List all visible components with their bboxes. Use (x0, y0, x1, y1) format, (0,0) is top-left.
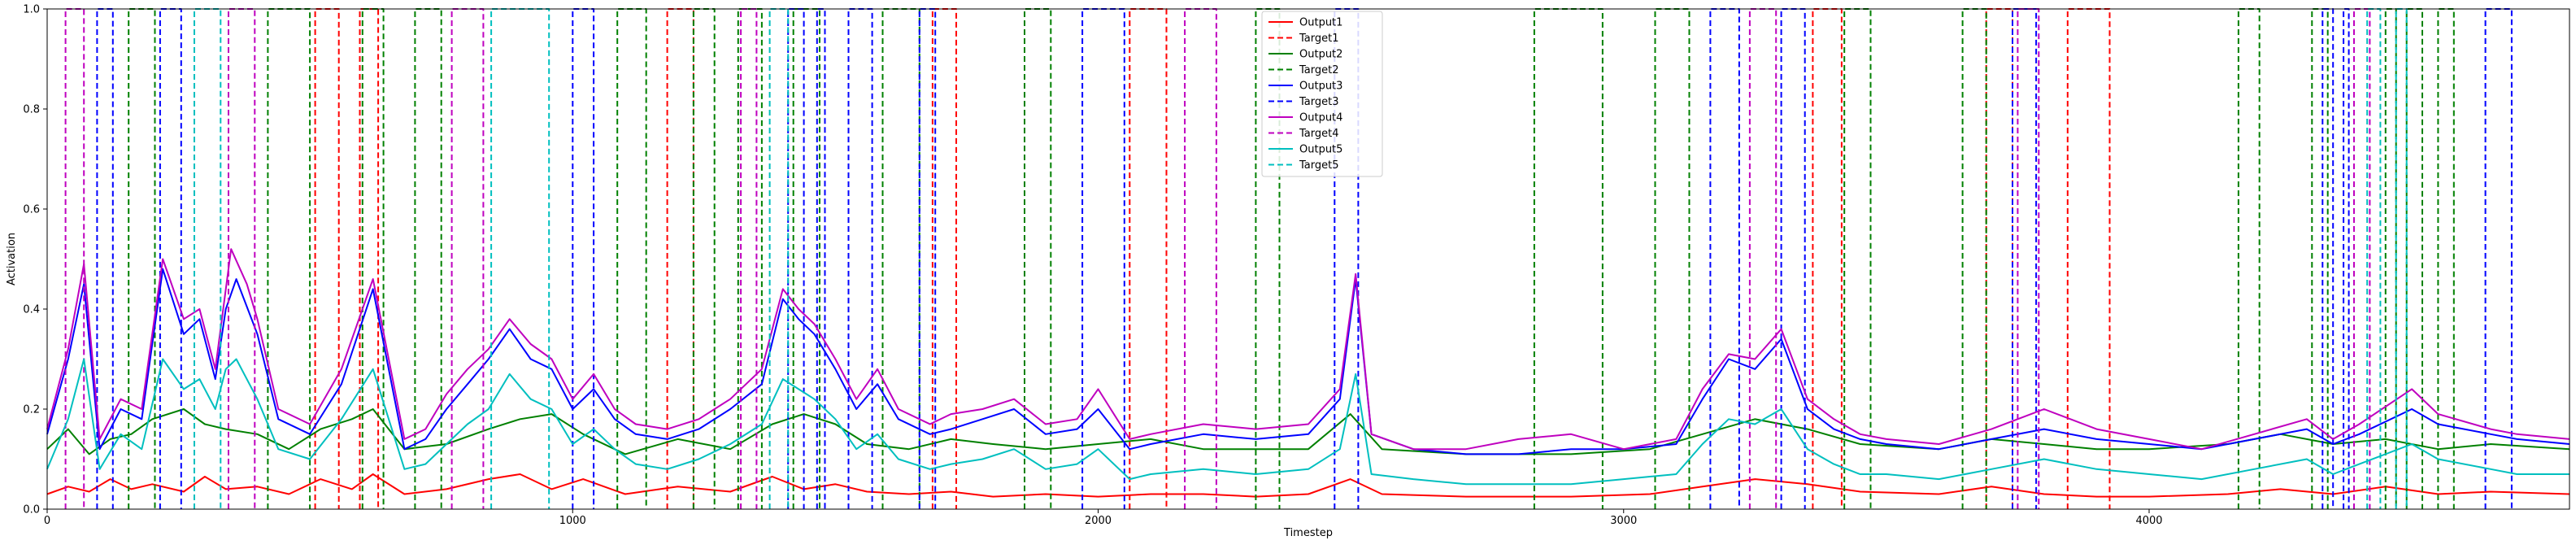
y-tick-label: 0.2 (23, 404, 40, 416)
legend-label-output2: Output2 (1299, 49, 1342, 61)
series-target4 (64, 8, 2371, 509)
x-axis-label: Timestep (1283, 527, 1333, 539)
legend-label-target4: Target4 (1299, 128, 1339, 140)
series-output3 (46, 268, 2570, 455)
series-output5 (46, 358, 2569, 486)
legend-label-target2: Target2 (1299, 64, 1339, 76)
y-axis-ticks: 0.0 0.2 0.4 0.6 0.8 1.0 (23, 4, 47, 516)
legend-label-target3: Target3 (1299, 96, 1339, 108)
legend: Output1 Target1 Output2 Target2 Output3 Targe… (1261, 11, 1383, 177)
series-output2 (46, 408, 2570, 455)
legend-label-output4: Output4 (1299, 112, 1342, 124)
y-tick-label: 0.8 (23, 104, 40, 116)
legend-label-output1: Output1 (1299, 17, 1342, 29)
legend-box (1261, 11, 1383, 177)
x-axis-ticks: 0 1000 2000 3000 4000 (44, 509, 2163, 527)
x-tick-label: 3000 (1610, 515, 1637, 527)
x-tick-label: 4000 (2135, 515, 2162, 527)
series-output4 (46, 248, 2570, 451)
legend-label-output3: Output3 (1299, 81, 1342, 93)
y-tick-label: 0.4 (23, 304, 40, 316)
y-tick-label: 0.6 (23, 204, 40, 216)
legend-label-target5: Target5 (1299, 159, 1339, 172)
y-tick-label: 1.0 (23, 4, 40, 16)
x-tick-label: 2000 (1085, 515, 1112, 527)
plot-frame (46, 8, 2570, 510)
x-tick-label: 1000 (559, 515, 586, 527)
legend-label-target1: Target1 (1299, 33, 1339, 45)
x-tick-label: 0 (44, 515, 50, 527)
y-axis-label: Activation (6, 233, 18, 285)
legend-label-output5: Output5 (1299, 144, 1342, 156)
y-tick-label: 0.0 (23, 504, 40, 516)
